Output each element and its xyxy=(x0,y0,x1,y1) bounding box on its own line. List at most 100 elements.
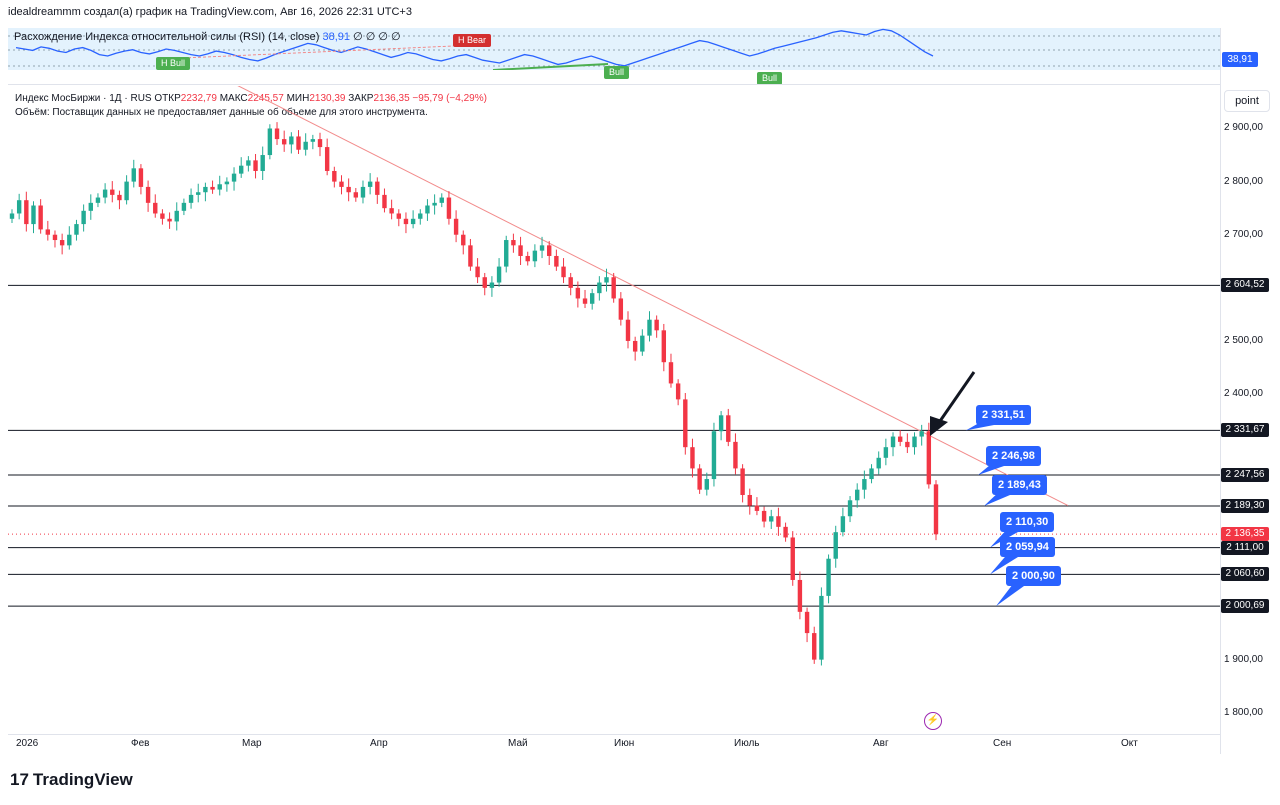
candle[interactable] xyxy=(289,136,294,145)
candle[interactable] xyxy=(167,218,172,222)
candle[interactable] xyxy=(181,202,187,211)
candle[interactable] xyxy=(611,277,616,299)
candle[interactable] xyxy=(339,181,344,187)
candle[interactable] xyxy=(690,447,695,469)
candle[interactable] xyxy=(389,208,394,214)
candle[interactable] xyxy=(482,277,487,288)
candle[interactable] xyxy=(862,479,867,490)
candle[interactable] xyxy=(52,234,58,241)
candle[interactable] xyxy=(260,155,265,171)
candle[interactable] xyxy=(812,633,817,660)
candle[interactable] xyxy=(453,218,459,235)
candle[interactable] xyxy=(67,234,72,246)
price-callout[interactable]: 2 000,90 xyxy=(1006,566,1061,586)
candle[interactable] xyxy=(224,181,230,185)
candle[interactable] xyxy=(281,139,287,145)
candle[interactable] xyxy=(561,266,566,278)
candle[interactable] xyxy=(16,200,22,214)
candle[interactable] xyxy=(761,510,767,522)
candle[interactable] xyxy=(124,181,129,201)
candle[interactable] xyxy=(933,484,939,535)
candle[interactable] xyxy=(174,210,179,222)
candle[interactable] xyxy=(790,537,795,580)
point-button[interactable]: point xyxy=(1224,90,1270,112)
candle[interactable] xyxy=(425,205,430,214)
candle[interactable] xyxy=(804,611,810,634)
candle[interactable] xyxy=(188,194,194,203)
candle[interactable] xyxy=(317,139,323,148)
candle[interactable] xyxy=(446,197,452,219)
candle[interactable] xyxy=(826,558,831,596)
candle[interactable] xyxy=(847,500,853,517)
candle[interactable] xyxy=(776,516,781,527)
candle[interactable] xyxy=(890,436,896,448)
candle[interactable] xyxy=(654,319,659,331)
price-callout[interactable]: 2 059,94 xyxy=(1000,537,1055,557)
price-callout[interactable]: 2 110,30 xyxy=(1000,512,1055,532)
candle[interactable] xyxy=(203,186,208,193)
candle[interactable] xyxy=(410,218,416,225)
candle[interactable] xyxy=(704,479,709,490)
candle[interactable] xyxy=(239,165,244,174)
main-chart[interactable] xyxy=(8,86,1220,734)
candle[interactable] xyxy=(196,192,201,195)
candle[interactable] xyxy=(102,189,108,198)
candle[interactable] xyxy=(597,282,602,294)
price-callout[interactable]: 2 331,51 xyxy=(976,405,1031,425)
candle[interactable] xyxy=(74,224,79,235)
candle[interactable] xyxy=(525,255,530,262)
candle[interactable] xyxy=(504,240,509,267)
candle[interactable] xyxy=(554,255,559,267)
candle[interactable] xyxy=(532,250,538,262)
candle[interactable] xyxy=(675,383,681,400)
price-callout[interactable]: 2 189,43 xyxy=(992,475,1047,495)
candle[interactable] xyxy=(819,595,824,660)
candle[interactable] xyxy=(303,141,308,150)
candle[interactable] xyxy=(45,229,51,235)
candle[interactable] xyxy=(740,468,745,495)
candle[interactable] xyxy=(496,266,502,283)
candle[interactable] xyxy=(897,436,903,442)
candle[interactable] xyxy=(905,441,910,448)
candle[interactable] xyxy=(668,362,674,384)
candle[interactable] xyxy=(95,197,101,203)
trendline[interactable] xyxy=(228,86,1069,507)
candle[interactable] xyxy=(582,298,588,304)
candle[interactable] xyxy=(604,277,609,283)
candle[interactable] xyxy=(640,335,645,352)
candle[interactable] xyxy=(855,489,860,501)
candle[interactable] xyxy=(912,436,917,448)
candle[interactable] xyxy=(81,210,86,225)
candle[interactable] xyxy=(618,298,624,320)
candle[interactable] xyxy=(711,431,717,480)
tradingview-logo[interactable]: 17 TradingView xyxy=(10,770,133,790)
candle[interactable] xyxy=(919,431,924,437)
candle[interactable] xyxy=(382,194,387,209)
candle[interactable] xyxy=(310,139,316,142)
candle[interactable] xyxy=(253,160,258,171)
candle[interactable] xyxy=(840,516,846,533)
candle[interactable] xyxy=(647,319,652,336)
candle[interactable] xyxy=(539,245,545,251)
candle[interactable] xyxy=(360,186,366,198)
candle[interactable] xyxy=(396,213,401,219)
candle[interactable] xyxy=(718,415,724,432)
candle[interactable] xyxy=(231,173,237,182)
candle[interactable] xyxy=(661,330,667,363)
candle[interactable] xyxy=(138,168,144,187)
candle[interactable] xyxy=(353,192,359,198)
candle[interactable] xyxy=(296,136,301,150)
candle[interactable] xyxy=(375,181,380,195)
candle[interactable] xyxy=(926,431,932,485)
candle[interactable] xyxy=(145,186,151,203)
candle[interactable] xyxy=(267,128,273,156)
candle[interactable] xyxy=(747,494,752,506)
candle[interactable] xyxy=(511,240,516,246)
candle[interactable] xyxy=(31,205,36,225)
candle[interactable] xyxy=(418,213,423,219)
candle[interactable] xyxy=(625,319,631,341)
candle[interactable] xyxy=(632,340,638,352)
candle[interactable] xyxy=(475,266,480,278)
candle[interactable] xyxy=(274,128,280,140)
candle[interactable] xyxy=(9,213,15,219)
